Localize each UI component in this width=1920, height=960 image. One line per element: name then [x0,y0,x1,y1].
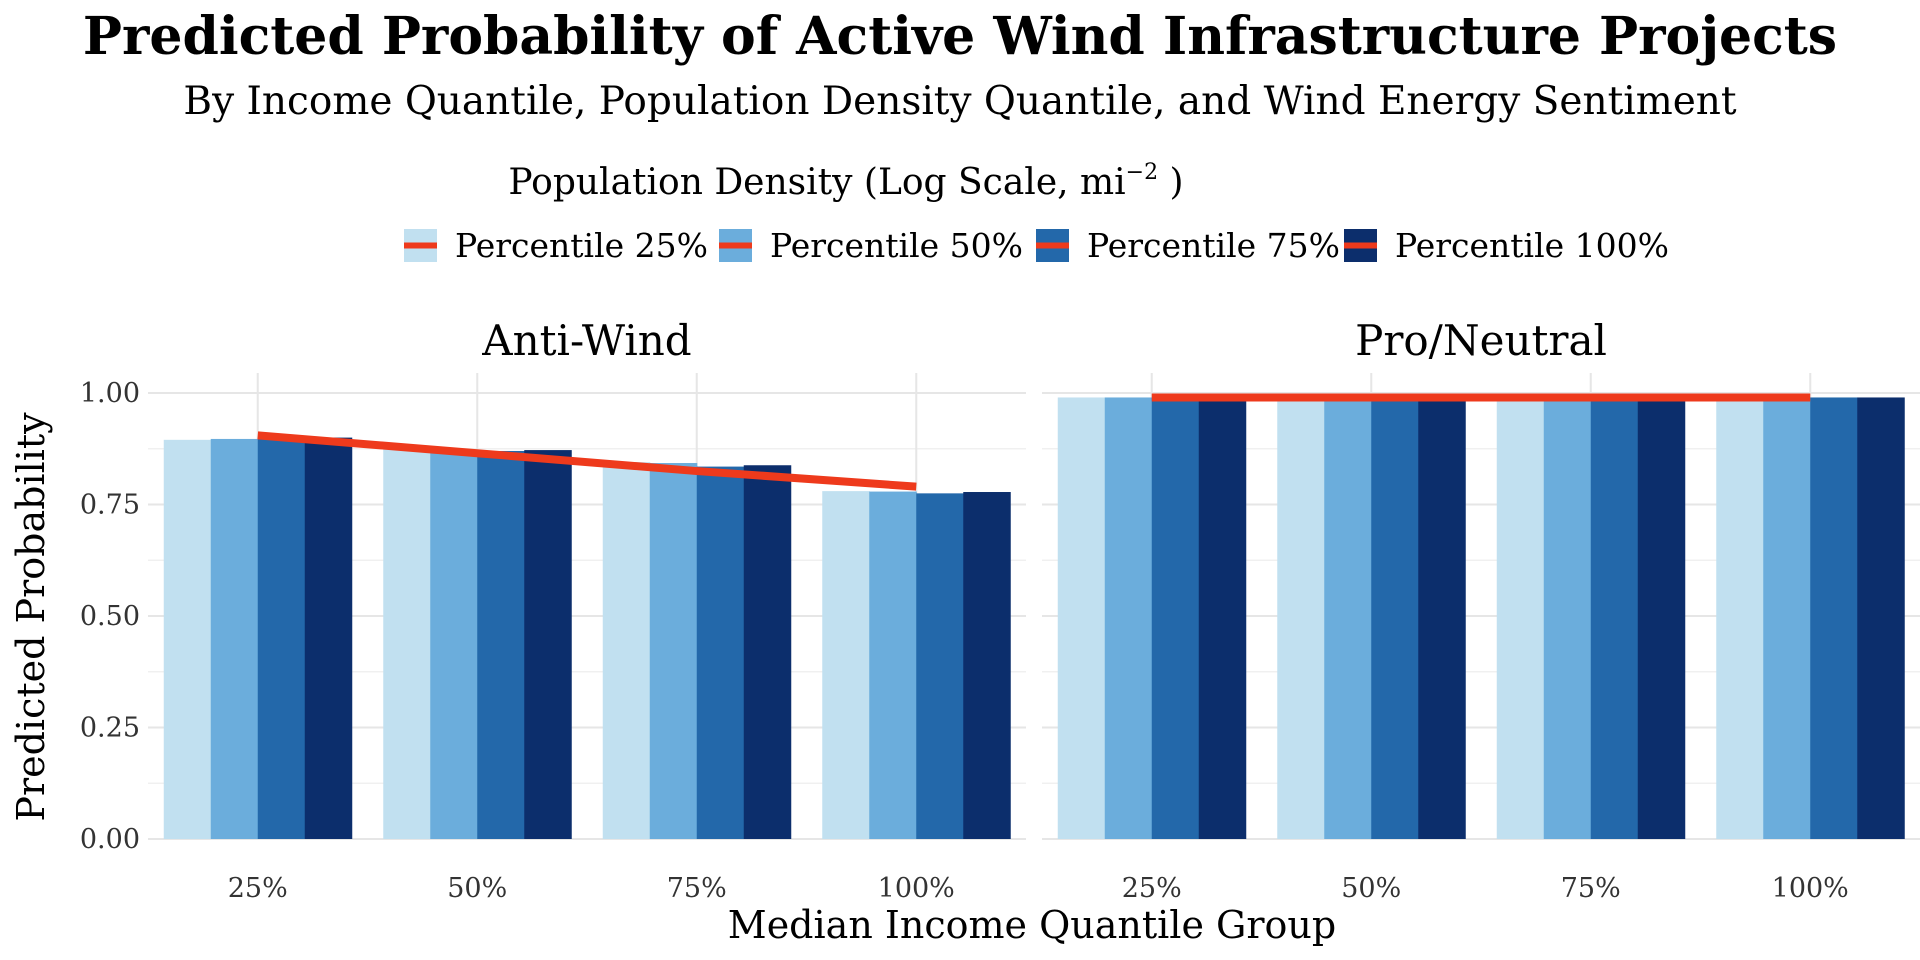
bar-2-1-1 [1057,397,1106,839]
bar-2-2-4 [1418,397,1466,839]
x-tick-label-2-4: 100% [1772,873,1849,904]
bar-2-2-2 [1324,397,1372,839]
bar-2-3-1 [1496,397,1545,839]
bar-1-1-2 [210,438,259,839]
y-axis-ticks: 0.00 0.25 0.50 0.75 1.00 [80,378,140,855]
x-tick-label-1-2: 50% [447,873,507,904]
legend-title: Population Density (Log Scale, mi−2 ) [508,160,1183,203]
bar-1-2-1 [383,448,431,839]
x-tick-label-2-3: 75% [1561,873,1621,904]
legend-label-1: Percentile 25% [455,226,708,265]
legend-title-main: Population Density (Log Scale, mi [508,162,1125,203]
trend-line-1 [257,431,917,491]
bar-1-3-4 [743,465,792,839]
bar-1-1-1 [163,439,212,839]
y-tick-label-4: 0.75 [80,490,140,521]
legend: Percentile 25% Percentile 50% Percentile 7… [404,226,1669,265]
x-tick-label-1-1: 25% [228,873,288,904]
bar-1-4-3 [916,493,964,839]
x-tick-label-1-3: 75% [667,873,727,904]
facet-title-1: Anti-Wind [481,316,691,365]
bar-2-3-2 [1543,397,1592,839]
legend-label-3: Percentile 75% [1087,226,1340,265]
bar-1-3-3 [696,466,745,839]
bar-2-4-2 [1763,397,1811,839]
bar-1-4-1 [822,491,870,839]
bar-2-2-3 [1371,397,1419,839]
bar-1-4-4 [963,492,1011,839]
x-tick-label-2-1: 25% [1122,873,1182,904]
bar-1-1-4 [304,437,353,839]
y-axis-title: Predicted Probability [9,412,53,822]
bar-1-3-2 [649,463,698,839]
bar-1-4-2 [869,491,917,839]
chart-title: Predicted Probability of Active Wind Inf… [83,6,1837,67]
y-tick-label-5: 1.00 [80,378,140,409]
y-tick-label-3: 0.50 [80,601,140,632]
x-tick-label-2-2: 50% [1341,873,1401,904]
chart-subtitle: By Income Quantile, Population Density Q… [183,79,1736,124]
bar-2-1-2 [1104,397,1153,839]
facet-panel-2: Pro/Neutral 25% 50% 75% 100% [1042,316,1920,904]
bar-2-2-1 [1277,397,1325,839]
bar-1-2-4 [524,450,572,839]
bar-1-3-1 [602,462,651,839]
bar-2-3-3 [1590,397,1639,839]
facet-panel-1: Anti-Wind 25% 50% 75% 100% [148,316,1026,904]
bar-1-2-2 [430,449,478,839]
legend-label-2: Percentile 50% [770,226,1023,265]
bar-2-3-4 [1637,397,1686,839]
bar-1-1-3 [257,437,306,839]
bar-2-4-3 [1810,397,1858,839]
bar-2-4-4 [1857,397,1905,839]
y-tick-label-2: 0.25 [80,713,140,744]
bar-2-1-3 [1151,397,1200,839]
facet-title-2: Pro/Neutral [1355,316,1607,365]
bar-2-4-1 [1716,397,1764,839]
bar-2-1-4 [1198,397,1247,839]
legend-title-end: ) [1158,162,1184,203]
x-axis-title: Median Income Quantile Group [728,903,1336,947]
bar-1-2-3 [477,450,525,839]
legend-label-4: Percentile 100% [1395,226,1669,265]
x-tick-label-1-4: 100% [878,873,955,904]
facets: Anti-Wind 25% 50% 75% 100% Pro/Neutral 25% 50% 7… [80,316,1920,904]
y-tick-label-1: 0.00 [80,824,140,855]
legend-title-superscript: −2 [1126,160,1158,185]
